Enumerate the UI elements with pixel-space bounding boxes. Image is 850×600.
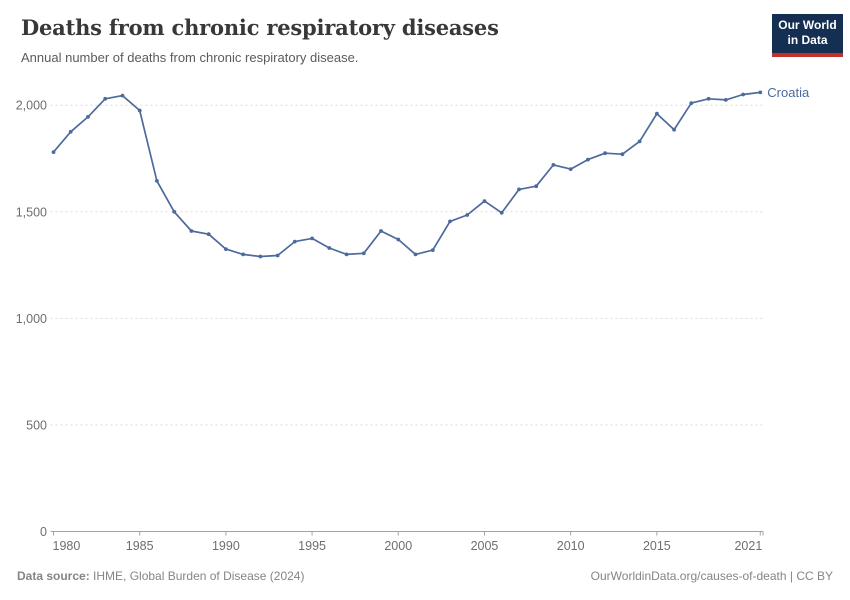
data-point[interactable] xyxy=(327,246,332,250)
x-tick-label: 2005 xyxy=(471,539,499,553)
data-line[interactable] xyxy=(52,91,762,258)
data-point[interactable] xyxy=(499,210,504,215)
data-point[interactable] xyxy=(517,187,521,192)
y-tick-label: 2,000 xyxy=(16,99,47,113)
data-source: Data source: IHME, Global Burden of Dise… xyxy=(17,569,304,583)
data-point[interactable] xyxy=(448,219,452,224)
data-point[interactable] xyxy=(706,96,711,101)
data-point[interactable] xyxy=(655,111,659,116)
data-source-label: Data source: xyxy=(17,569,90,583)
page-subtitle: Annual number of deaths from chronic res… xyxy=(21,50,359,65)
chart-header: Deaths from chronic respiratory diseases… xyxy=(21,15,750,65)
data-point[interactable] xyxy=(534,184,539,189)
data-point[interactable] xyxy=(310,236,314,241)
data-point[interactable] xyxy=(379,229,383,233)
data-point[interactable] xyxy=(723,98,728,102)
data-point[interactable] xyxy=(224,247,228,252)
data-point[interactable] xyxy=(120,93,125,98)
data-source-text: IHME, Global Burden of Disease (2024) xyxy=(89,569,305,583)
x-tick-label: 1980 xyxy=(53,539,81,553)
data-point[interactable] xyxy=(689,101,694,105)
data-point[interactable] xyxy=(741,92,745,97)
data-point[interactable] xyxy=(241,252,246,257)
data-point[interactable] xyxy=(292,239,297,244)
license-credit: OurWorldinData.org/causes-of-death | CC … xyxy=(590,569,833,583)
data-point[interactable] xyxy=(568,167,573,172)
x-tick-label: 1990 xyxy=(212,539,240,553)
y-tick-label: 1,500 xyxy=(16,205,47,219)
data-point[interactable] xyxy=(586,157,590,162)
data-point[interactable] xyxy=(206,232,211,237)
data-point[interactable] xyxy=(172,209,177,214)
data-point[interactable] xyxy=(413,252,418,257)
owid-logo: Our World in Data xyxy=(772,14,843,57)
series-label: Croatia xyxy=(767,85,810,100)
x-tick-label: 2000 xyxy=(384,539,412,553)
data-point[interactable] xyxy=(137,108,142,113)
y-tick-label: 1,000 xyxy=(16,312,47,326)
owid-logo-line2: in Data xyxy=(787,33,828,47)
data-point[interactable] xyxy=(189,229,194,233)
data-point[interactable] xyxy=(86,115,90,119)
data-point[interactable] xyxy=(361,251,366,256)
data-point[interactable] xyxy=(603,151,607,156)
chart-footer: Data source: IHME, Global Burden of Dise… xyxy=(17,569,833,583)
data-point[interactable] xyxy=(482,199,487,204)
data-point[interactable] xyxy=(551,163,556,167)
x-tick-label: 2010 xyxy=(557,539,585,553)
data-point[interactable] xyxy=(465,213,470,217)
y-tick-label: 500 xyxy=(26,418,47,432)
data-point[interactable] xyxy=(51,150,56,155)
data-point[interactable] xyxy=(258,254,263,259)
owid-logo-line1: Our World xyxy=(778,18,837,32)
data-point[interactable] xyxy=(155,179,159,183)
data-point[interactable] xyxy=(344,252,349,257)
data-point[interactable] xyxy=(620,152,625,157)
y-tick-label: 0 xyxy=(40,525,47,539)
x-tick-label: 2021 xyxy=(734,539,762,553)
data-point[interactable] xyxy=(396,237,401,242)
data-point[interactable] xyxy=(103,96,108,101)
x-tick-label: 1995 xyxy=(298,539,326,553)
x-tick-label: 1985 xyxy=(126,539,154,553)
page-title: Deaths from chronic respiratory diseases xyxy=(21,15,499,40)
data-point[interactable] xyxy=(430,248,435,253)
data-point[interactable] xyxy=(758,90,763,95)
data-point[interactable] xyxy=(637,139,642,144)
x-tick-label: 2015 xyxy=(643,539,671,553)
data-point[interactable] xyxy=(275,253,280,258)
data-point[interactable] xyxy=(68,129,73,134)
data-point[interactable] xyxy=(672,127,676,132)
